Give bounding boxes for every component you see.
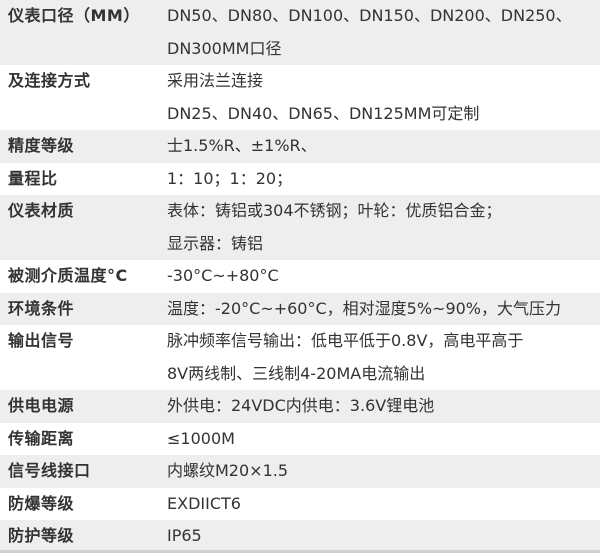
spec-value-line: 采用法兰连接 (167, 71, 264, 90)
spec-value: IP65 (167, 520, 600, 550)
spec-value-line: 内螺纹M20×1.5 (167, 461, 289, 480)
table-row: 仪表材质 表体：铸铝或304不锈钢；叶轮：优质铝合金； 显示器：铸铝 (0, 195, 600, 260)
spec-value-line: 脉冲频率信号输出：低电平低于0.8V，高电平高于 (167, 331, 524, 350)
spec-label: 量程比 (8, 168, 58, 188)
spec-label: 精度等级 (8, 136, 75, 155)
spec-value-line: EXDIICT6 (167, 493, 241, 513)
spec-value-line: IP65 (167, 526, 202, 545)
spec-value: 外供电：24VDC内供电：3.6V锂电池 (167, 390, 600, 423)
spec-label: 防护等级 (8, 526, 75, 545)
table-row: 输出信号 脉冲频率信号输出：低电平低于0.8V，高电平高于 8V两线制、三线制4-2… (0, 325, 600, 390)
spec-value: -30°C~+80°C (167, 260, 600, 293)
table-row: 供电电源 外供电：24VDC内供电：3.6V锂电池 (0, 390, 600, 423)
spec-label: 及连接方式 (8, 71, 91, 90)
spec-label: 仪表材质 (8, 201, 75, 220)
spec-label: 信号线接口 (8, 461, 91, 480)
spec-value-line: 表体：铸铝或304不锈钢；叶轮：优质铝合金； (167, 201, 502, 220)
spec-value: DN50、DN80、DN100、DN150、DN200、DN250、 DN300M… (167, 0, 600, 65)
table-row: 防爆等级 EXDIICT6 (0, 487, 600, 521)
spec-value-line: 8V两线制、三线制4-20MA电流输出 (167, 363, 426, 383)
spec-value-line: 外供电：24VDC内供电：3.6V锂电池 (167, 396, 435, 415)
table-row: 精度等级 士1.5%R、±1%R、 (0, 130, 600, 163)
table-row: 及连接方式 采用法兰连接 DN25、DN40、DN65、DN125MM可定制 (0, 65, 600, 130)
spec-label: 输出信号 (8, 331, 75, 350)
spec-label: 环境条件 (8, 298, 75, 318)
spec-value-line: -30°C~+80°C (167, 266, 279, 285)
table-row: 量程比 1：10；1：20； (0, 162, 600, 196)
spec-label: 供电电源 (8, 396, 75, 415)
spec-value: 表体：铸铝或304不锈钢；叶轮：优质铝合金； 显示器：铸铝 (167, 195, 600, 260)
spec-label: 仪表口径（MM） (8, 6, 140, 25)
table-row: 传输距离 ≤1000M (0, 422, 600, 456)
spec-value: 采用法兰连接 DN25、DN40、DN65、DN125MM可定制 (167, 65, 600, 130)
table-row: 仪表口径（MM） DN50、DN80、DN100、DN150、DN200、DN25… (0, 0, 600, 65)
table-row: 被测介质温度°C -30°C~+80°C (0, 260, 600, 293)
spec-value-line: 温度：-20°C~+60°C，相对湿度5%~90%，大气压力 (167, 298, 562, 318)
spec-value: EXDIICT6 (167, 488, 600, 521)
spec-value: ≤1000M (167, 423, 600, 456)
spec-value-line: ≤1000M (167, 428, 235, 448)
spec-value-line: 1：10；1：20； (167, 168, 293, 188)
table-row: 防护等级 IP65 (0, 520, 600, 550)
spec-label: 被测介质温度°C (8, 266, 128, 285)
spec-value-line: DN25、DN40、DN65、DN125MM可定制 (167, 103, 480, 123)
table-row: 环境条件 温度：-20°C~+60°C，相对湿度5%~90%，大气压力 (0, 292, 600, 326)
table-row: 信号线接口 内螺纹M20×1.5 (0, 455, 600, 488)
spec-value: 内螺纹M20×1.5 (167, 455, 600, 488)
spec-value: 脉冲频率信号输出：低电平低于0.8V，高电平高于 8V两线制、三线制4-20MA电… (167, 325, 600, 390)
spec-value-line: 士1.5%R、±1%R、 (167, 136, 317, 155)
spec-value: 温度：-20°C~+60°C，相对湿度5%~90%，大气压力 (167, 293, 600, 326)
spec-value: 士1.5%R、±1%R、 (167, 130, 600, 163)
spec-label: 传输距离 (8, 428, 75, 448)
spec-value-line: DN300MM口径 (167, 38, 282, 58)
spec-label: 防爆等级 (8, 493, 75, 513)
spec-value-line: DN50、DN80、DN100、DN150、DN200、DN250、 (167, 6, 572, 25)
spec-value: 1：10；1：20； (167, 163, 600, 196)
spec-value-line: 显示器：铸铝 (167, 233, 264, 253)
